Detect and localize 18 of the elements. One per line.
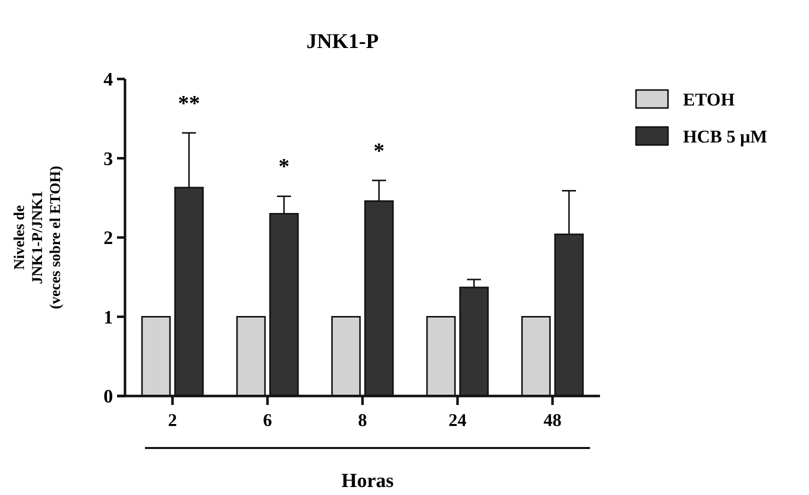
y-tick-label: 4 [104,70,114,91]
x-tick-label: 48 [544,410,562,430]
legend-label: ETOH [683,89,735,110]
y-tick-label: 3 [104,148,113,170]
y-tick-label: 1 [104,307,113,328]
legend-label: HCB 5 μM [683,126,768,146]
y-axis-title: Niveles de JNK1-P/JNK1 (veces sobre el ETOH) [12,166,64,310]
x-tick-label: 6 [263,410,272,430]
annotation: ** [178,90,200,116]
y-tick-label: 2 [104,228,113,250]
x-tick-label: 24 [448,410,466,430]
annotation: * [278,154,290,179]
x-tick-label: 8 [358,410,367,430]
x-tick-label: 2 [168,410,177,430]
y-tick-label: 0 [104,386,113,408]
annotation: * [374,138,384,163]
x-axis-title: Horas [341,470,394,492]
chart-title: JNK1-P [306,29,379,53]
